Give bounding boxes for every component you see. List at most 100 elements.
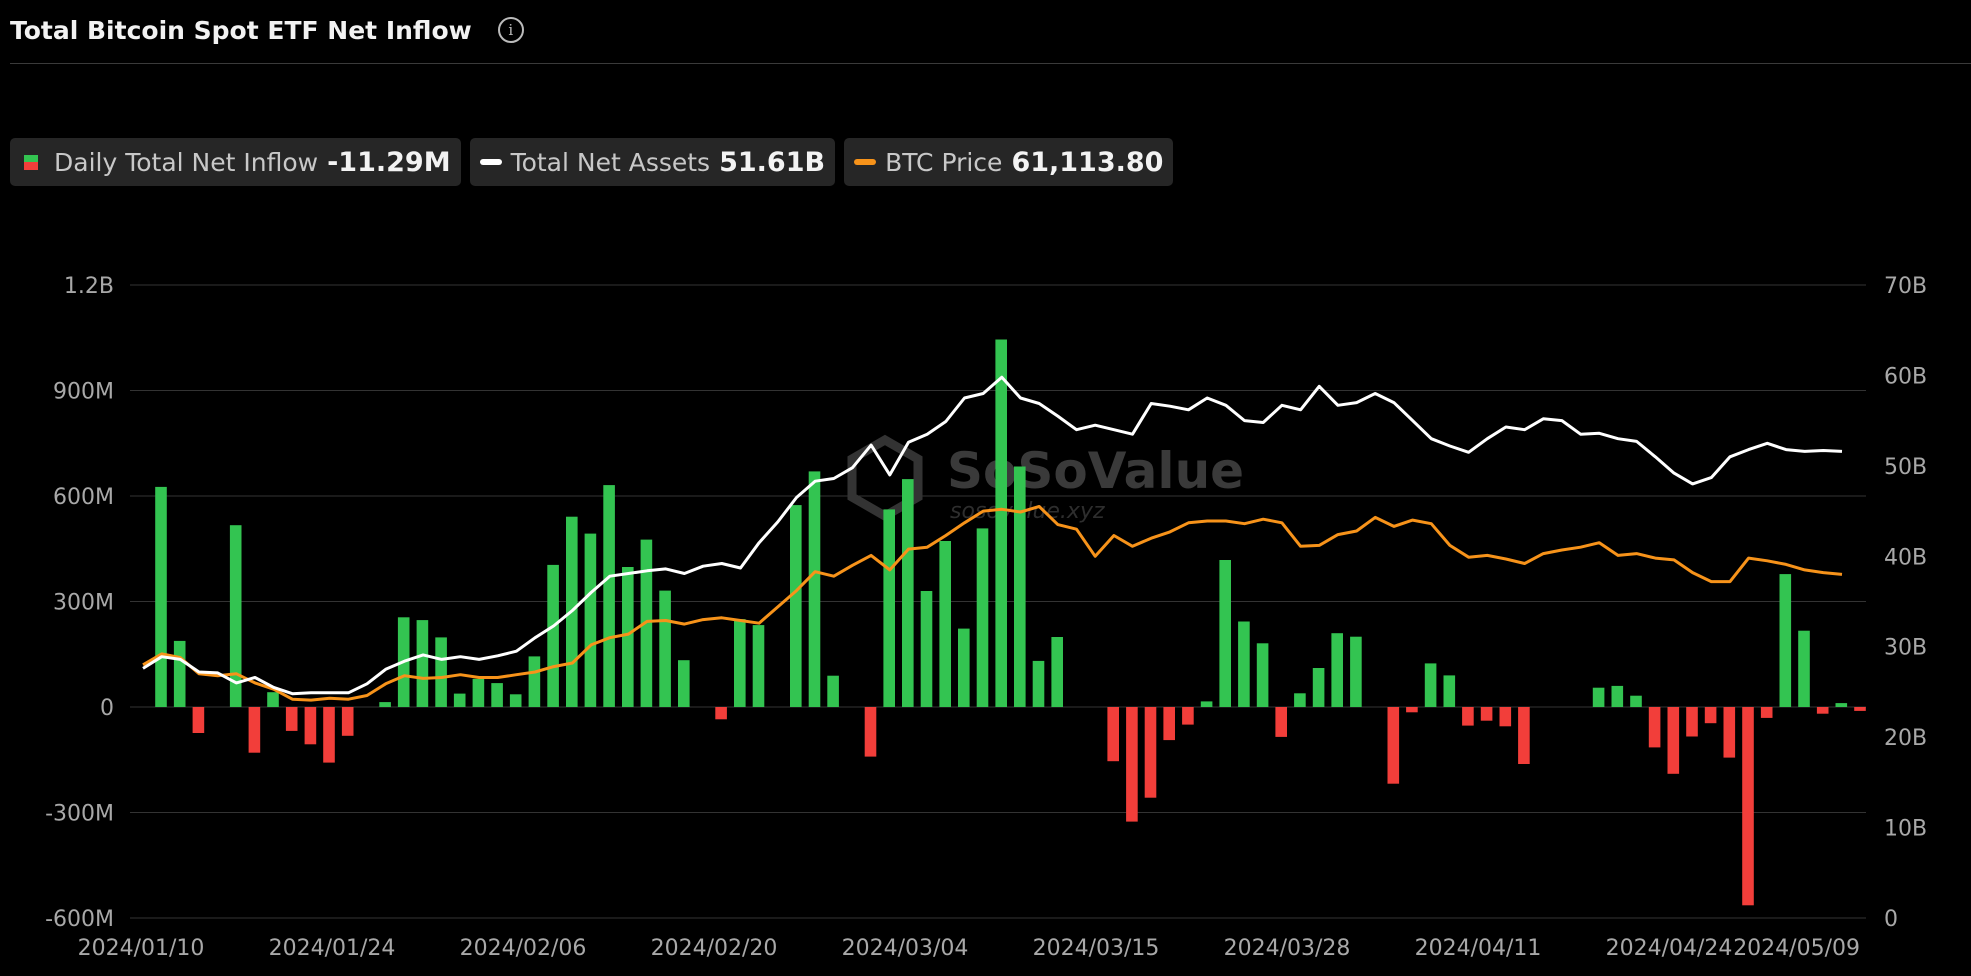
net-assets-line (142, 375, 1843, 696)
inflow-bar-positive (509, 694, 522, 707)
inflow-bar-negative (1406, 707, 1418, 713)
inflow-bar-negative (1518, 707, 1530, 764)
left-tick-label: -300M (45, 802, 114, 827)
inflow-bar-positive (1200, 701, 1213, 707)
legend-line-swatch (479, 159, 502, 165)
inflow-bar-positive (267, 692, 279, 707)
right-tick-label: 20B (1884, 726, 1927, 751)
btc-price-line (142, 505, 1843, 702)
inflow-bar-positive (416, 620, 429, 707)
inflow-bar-positive (622, 567, 634, 707)
x-tick-label: 2024/01/10 (78, 936, 205, 961)
legend-label: Total Net Assets (510, 147, 711, 177)
inflow-bar-negative (304, 707, 317, 745)
inflow-bar-positive (790, 505, 802, 707)
inflow-bar-positive (902, 479, 914, 707)
x-tick-label: 2024/03/28 (1224, 936, 1351, 961)
inflow-bar-negative (341, 707, 354, 736)
inflow-bar-positive (827, 675, 839, 707)
chart-header: Total Bitcoin Spot ETF Net Inflow i (10, 6, 524, 54)
inflow-bar-positive (472, 678, 485, 707)
inflow-bar-positive (958, 628, 970, 707)
inflow-bar-positive (1014, 466, 1026, 707)
right-tick-label: 10B (1884, 817, 1927, 842)
legend-item-net-assets[interactable]: Total Net Assets 51.61B (469, 138, 836, 186)
inflow-bar-positive (995, 339, 1007, 707)
inflow-bar-positive (752, 625, 765, 707)
inflow-bar-negative (1107, 707, 1119, 762)
inflow-bar-positive (453, 693, 466, 707)
x-tick-label: 2024/03/04 (842, 936, 969, 961)
inflow-bar-positive (1312, 668, 1325, 707)
inflow-bar-negative (1816, 707, 1829, 714)
left-axis: 1.2B 900M 600M 300M 0 -300M -600M (45, 274, 114, 932)
inflow-bar-negative (1387, 707, 1400, 784)
inflow-bar-negative (1480, 707, 1493, 721)
inflow-bar-positive (1630, 695, 1642, 707)
inflow-bar-negative (1126, 707, 1138, 822)
inflow-bar-negative (1667, 707, 1680, 774)
inflow-bar-negative (1854, 707, 1866, 711)
inflow-bar-positive (155, 486, 167, 707)
inflow-bar-positive (379, 702, 391, 707)
inflow-bar-positive (808, 471, 821, 707)
x-tick-label: 2024/01/24 (269, 936, 396, 961)
legend-value: 51.61B (719, 146, 826, 178)
chart-title: Total Bitcoin Spot ETF Net Inflow (10, 15, 472, 45)
left-tick-label: 1.2B (64, 274, 114, 299)
inflow-bar-positive (1219, 560, 1231, 707)
inflow-bar-positive (1238, 621, 1250, 707)
inflow-bar-positive (920, 591, 933, 707)
inflow-bar-negative (323, 707, 335, 763)
line-series (142, 375, 1843, 702)
inflow-bar-positive (1350, 636, 1362, 707)
inflow-bar-positive (603, 485, 615, 707)
inflow-bar-positive (883, 509, 895, 707)
legend-item-btc-price[interactable]: BTC Price 61,113.80 (844, 138, 1174, 186)
inflow-bar-negative (1499, 707, 1512, 727)
right-axis: 70B 60B 50B 40B 30B 20B 10B 0 (1884, 274, 1927, 932)
inflow-bar-negative (1648, 707, 1661, 748)
inflow-bar-negative (1704, 707, 1717, 724)
left-tick-label: 600M (53, 485, 114, 510)
inflow-bar-positive (734, 619, 746, 707)
inflow-bar-positive (1835, 703, 1848, 707)
inflow-bar-negative (1686, 707, 1698, 737)
inflow-bar-positive (491, 683, 503, 707)
inflow-bar-positive (1424, 663, 1437, 707)
right-tick-label: 60B (1884, 364, 1927, 389)
legend-label: BTC Price (885, 147, 1003, 177)
info-circle-icon[interactable]: i (497, 17, 524, 43)
left-tick-label: 0 (100, 696, 114, 721)
inflow-bar-positive (678, 660, 690, 707)
inflow-bar-negative (1462, 707, 1474, 726)
legend-item-daily-inflow[interactable]: Daily Total Net Inflow -11.29M (10, 138, 461, 186)
inflow-bar-negative (1182, 707, 1194, 725)
inflow-bar-positive (435, 637, 447, 707)
inflow-bar-positive (1798, 630, 1810, 707)
inflow-bar-positive (939, 541, 951, 707)
inflow-bar-negative (248, 707, 261, 753)
right-tick-label: 50B (1884, 455, 1927, 480)
x-tick-label: 2024/02/20 (651, 936, 778, 961)
right-tick-label: 70B (1884, 274, 1927, 299)
x-axis: 2024/01/10 2024/01/24 2024/02/06 2024/02/20… (78, 936, 1860, 961)
inflow-bar-positive (1611, 685, 1624, 707)
inflow-bar-positive (1331, 633, 1343, 707)
legend-value: -11.29M (327, 146, 451, 178)
left-tick-label: 300M (53, 591, 114, 616)
x-tick-label: 2024/04/24 (1606, 936, 1733, 961)
inflow-bar-negative (715, 707, 727, 720)
right-tick-label: 40B (1884, 545, 1927, 570)
x-tick-label: 2024/02/06 (460, 936, 587, 961)
x-tick-label: 2024/03/15 (1033, 936, 1160, 961)
inflow-bar-positive (584, 533, 597, 707)
inflow-bar-positive (1443, 675, 1456, 707)
legend-label: Daily Total Net Inflow (54, 147, 319, 177)
inflow-bar-negative (1144, 707, 1157, 798)
left-tick-label: 900M (53, 380, 114, 405)
legend-bar-swatch (24, 154, 38, 170)
inflow-bar-negative (1723, 707, 1736, 758)
chart-legend: Daily Total Net Inflow -11.29M Total Net… (10, 138, 1174, 186)
